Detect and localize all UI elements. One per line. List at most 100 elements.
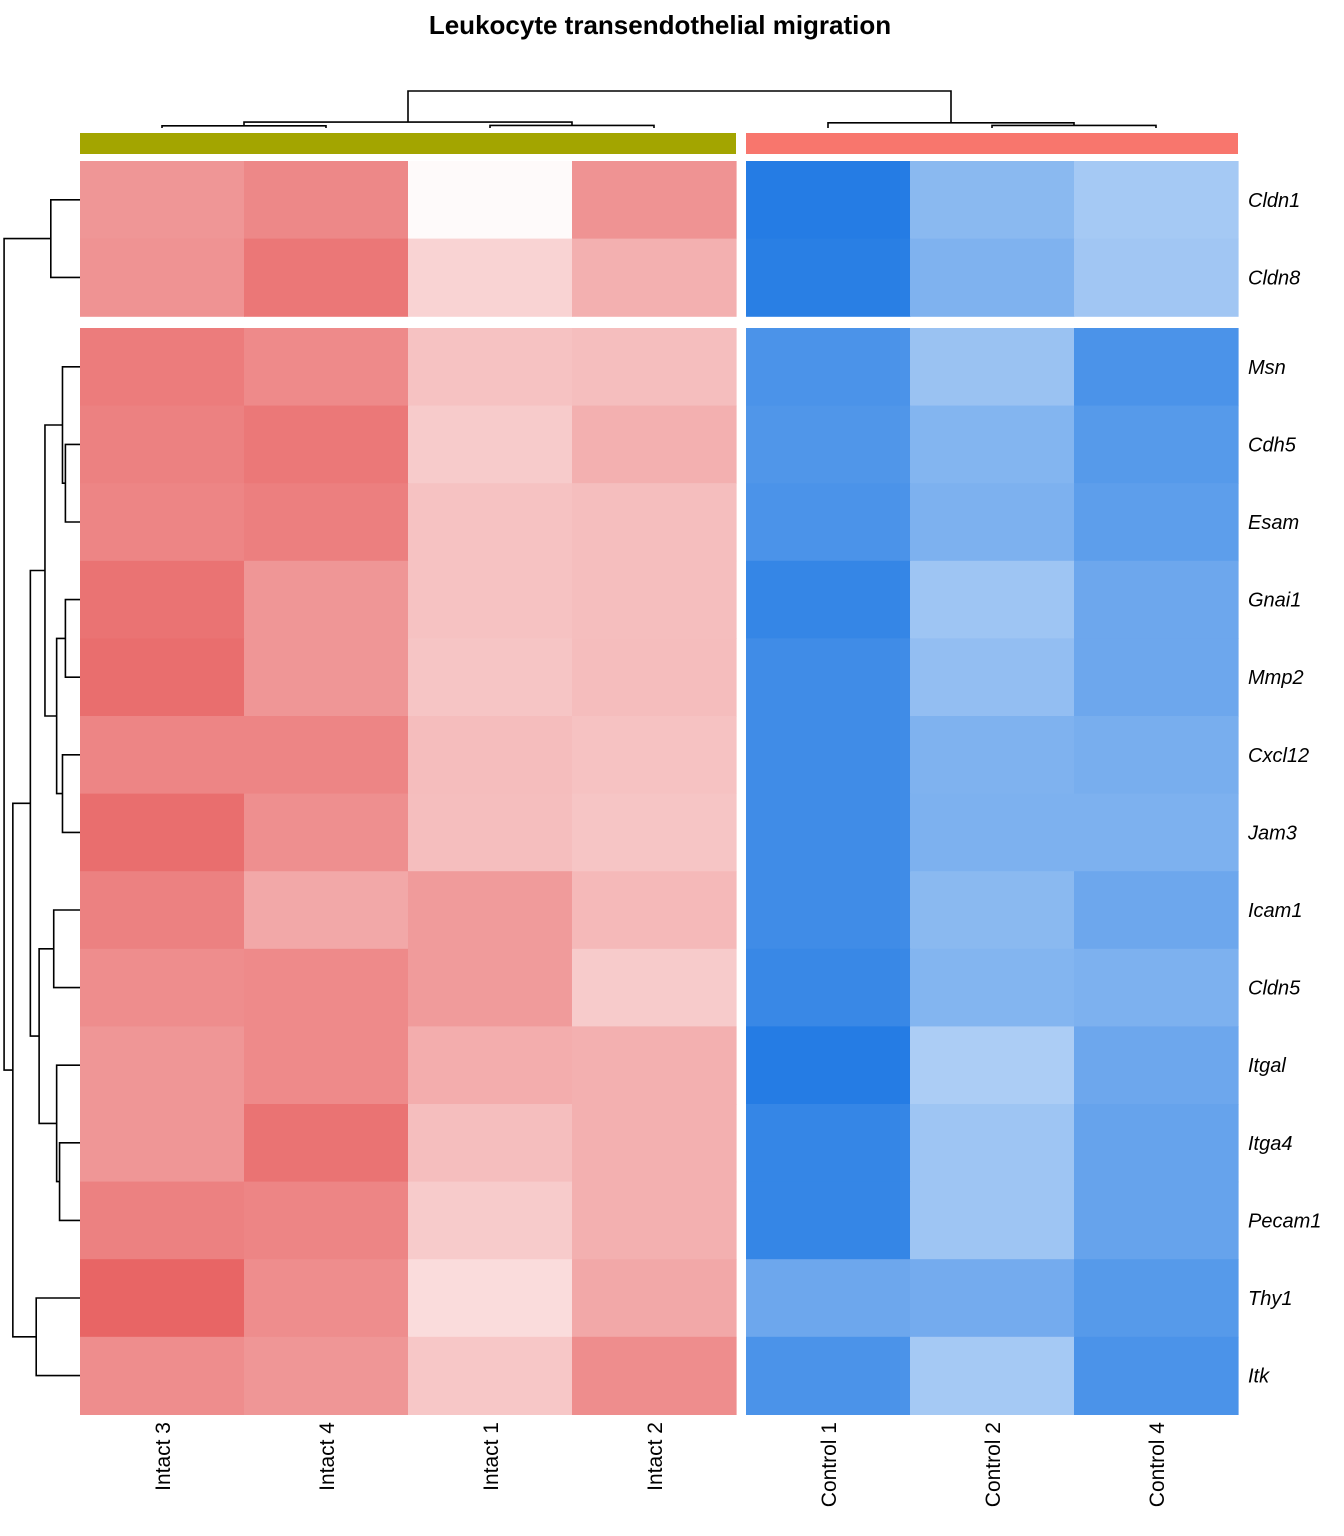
heatmap-cell: [408, 483, 573, 562]
heatmap-cell: [910, 1026, 1075, 1105]
dendrogram-branch: [35, 1297, 80, 1377]
heatmap-cell: [1074, 1104, 1239, 1183]
heatmap-cell: [1074, 1259, 1239, 1338]
dendrogram-branch: [991, 124, 1157, 128]
heatmap-cell: [80, 1104, 245, 1183]
column-label: Intact 2: [644, 1422, 667, 1491]
heatmap-cell: [244, 793, 409, 872]
heatmap-cell: [80, 238, 245, 317]
heatmap-cell: [408, 1336, 573, 1415]
heatmap-cell: [746, 328, 911, 407]
heatmap-cell: [1074, 1026, 1239, 1105]
heatmap-cell: [1074, 1336, 1239, 1415]
heatmap-cell: [910, 405, 1075, 484]
heatmap-cell: [244, 161, 409, 240]
heatmap-cell: [80, 1181, 245, 1260]
heatmap-cell: [746, 948, 911, 1027]
heatmap-cell: [80, 793, 245, 872]
heatmap-cell: [244, 948, 409, 1027]
heatmap-cell: [746, 1259, 911, 1338]
heatmap-cell: [80, 560, 245, 639]
row-label: Mmp2: [1248, 667, 1304, 689]
heatmap-cell: [1074, 560, 1239, 639]
column-label: Intact 4: [316, 1422, 339, 1491]
heatmap-cell: [910, 161, 1075, 240]
heatmap-cell: [80, 161, 245, 240]
heatmap-cell: [572, 1259, 737, 1338]
heatmap-cell: [572, 483, 737, 562]
heatmap-cell: [408, 238, 573, 317]
heatmap-cell: [408, 793, 573, 872]
heatmap-cell: [572, 638, 737, 717]
heatmap-cell: [1074, 483, 1239, 562]
heatmap-cell: [1074, 405, 1239, 484]
heatmap-cell: [244, 1336, 409, 1415]
heatmap-cell: [408, 948, 573, 1027]
heatmap-cell: [572, 161, 737, 240]
dendrogram-branch: [489, 124, 655, 128]
dendrogram-branch: [12, 802, 37, 1338]
heatmap-cell: [244, 560, 409, 639]
heatmap-cell: [1074, 638, 1239, 717]
row-label: Thy1: [1248, 1288, 1292, 1310]
column-labels: Intact 3 Intact 4 Intact 1 Intact 2 Control …: [152, 1422, 1169, 1508]
heatmap-cell: [910, 1336, 1075, 1415]
heatmap-cell: [80, 405, 245, 484]
heatmap-cell: [572, 793, 737, 872]
heatmap-cell: [572, 716, 737, 795]
heatmap-cell: [80, 1259, 245, 1338]
column-label: Control 2: [982, 1422, 1005, 1507]
heatmap-cell: [910, 948, 1075, 1027]
heatmap-cell: [80, 716, 245, 795]
heatmap-cell: [572, 238, 737, 317]
heatmap-cell: [910, 328, 1075, 407]
row-label: Itgal: [1248, 1055, 1286, 1077]
row-label: Jam3: [1247, 822, 1297, 844]
heatmap-cell: [746, 161, 911, 240]
dendrogram-branch: [29, 569, 45, 1037]
dendrogram-branch: [407, 90, 952, 123]
dendrogram-branch: [3, 237, 51, 1071]
heatmap-cell: [80, 483, 245, 562]
row-label: Itk: [1248, 1366, 1270, 1388]
heatmap-cell: [910, 1259, 1075, 1338]
dendrogram-branch: [58, 1142, 80, 1222]
heatmap-cell: [572, 1026, 737, 1105]
heatmap-cell: [746, 560, 911, 639]
column-label: Control 4: [1146, 1422, 1169, 1508]
heatmap-cell: [572, 560, 737, 639]
row-dendrogram: [3, 199, 80, 1377]
heatmap-cell: [572, 405, 737, 484]
heatmap-cell: [910, 716, 1075, 795]
heatmap-cell: [408, 716, 573, 795]
heatmap-cell: [1074, 1181, 1239, 1260]
heatmap-cell: [244, 1104, 409, 1183]
heatmap-cell: [910, 483, 1075, 562]
heatmap-cell: [1074, 328, 1239, 407]
heatmap-cells: [80, 161, 1239, 1415]
row-label: Pecam1: [1248, 1210, 1321, 1232]
heatmap-cell: [408, 1104, 573, 1183]
heatmap-cell: [1074, 948, 1239, 1027]
row-label: Cldn1: [1248, 190, 1300, 212]
heatmap-cell: [910, 238, 1075, 317]
heatmap-cell: [910, 1181, 1075, 1260]
heatmap-cell: [244, 1181, 409, 1260]
heatmap-cell: [408, 871, 573, 950]
dendrogram-branch: [50, 199, 80, 279]
row-label: Esam: [1248, 512, 1299, 534]
heatmap-cell: [244, 238, 409, 317]
dendrogram-branch: [64, 443, 80, 523]
heatmap-cell: [746, 1104, 911, 1183]
dendrogram-branch: [44, 424, 63, 717]
row-label: Itga4: [1248, 1133, 1292, 1155]
heatmap-cell: [572, 871, 737, 950]
heatmap-cell: [244, 1259, 409, 1338]
column-dendrogram: [161, 90, 1157, 128]
heatmap-cell: [1074, 716, 1239, 795]
heatmap-cell: [80, 1026, 245, 1105]
heatmap-cell: [244, 405, 409, 484]
heatmap-cell: [746, 1336, 911, 1415]
heatmap-cell: [910, 560, 1075, 639]
